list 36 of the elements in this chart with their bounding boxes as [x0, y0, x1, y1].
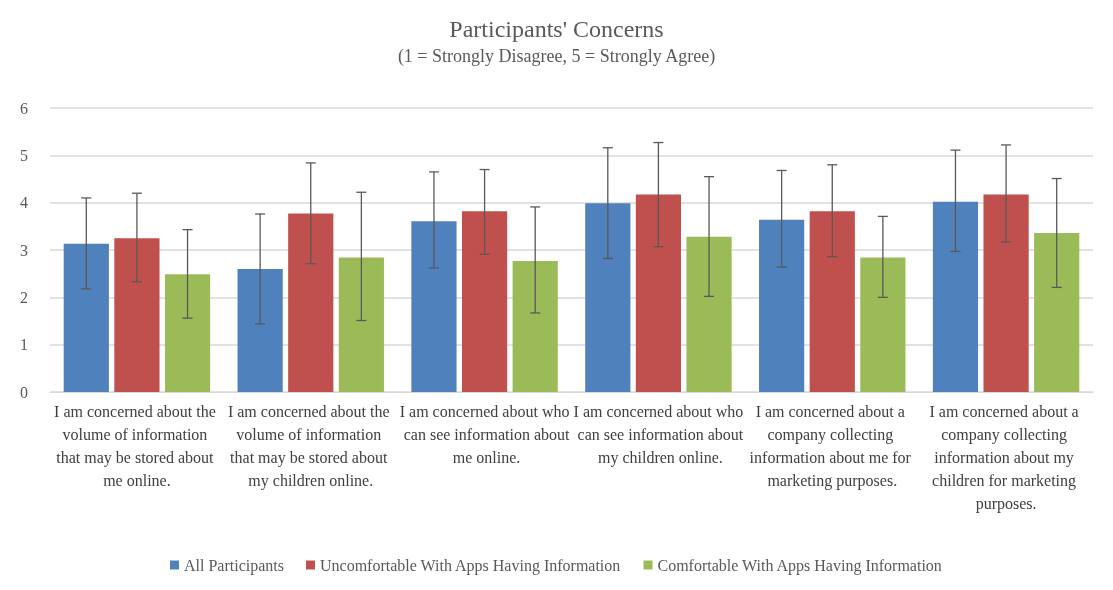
y-tick-label: 6	[20, 99, 28, 117]
bar	[461, 211, 508, 392]
bar	[411, 221, 457, 392]
y-tick-label: 0	[20, 383, 28, 401]
bar	[686, 236, 732, 392]
bar	[860, 257, 906, 392]
bar	[164, 274, 211, 392]
bar	[512, 260, 558, 392]
bar	[983, 194, 1029, 392]
bar	[585, 203, 631, 392]
legend-label: All Participants	[183, 556, 284, 575]
chart-subtitle: (1 = Strongly Disagree, 5 = Strongly Agree)	[397, 46, 716, 67]
y-tick-label: 1	[20, 336, 28, 354]
bar	[759, 219, 805, 392]
x-tick-label: I am concerned about a company collecting information about me for marketing purposes.	[749, 403, 915, 490]
bar	[635, 194, 682, 392]
legend-label: Comfortable With Apps Having Information	[657, 556, 942, 575]
bar	[809, 211, 855, 392]
bar	[338, 257, 384, 392]
x-tick-label: I am concerned about who can see information about me online.	[399, 403, 570, 466]
bar	[114, 238, 160, 392]
y-tick-label: 2	[20, 288, 28, 306]
x-tick-label: I am concerned about the volume of information that may be stored about me online.	[54, 403, 220, 489]
bar	[932, 201, 979, 392]
bar	[237, 268, 283, 392]
legend-label: Uncomfortable With Apps Having Information	[319, 556, 621, 575]
y-tick-label: 3	[20, 241, 28, 259]
x-tick-label: I am concerned about the volume of information that may be stored about my children online.	[227, 403, 394, 490]
y-tick-label: 5	[20, 146, 28, 164]
x-tick-label: I am concerned about who can see information about my children online.	[573, 403, 744, 467]
x-tick-label: I am concerned about a company collecting information about my children for marketing purposes.	[929, 403, 1083, 513]
chart-title: Participants' Concerns	[449, 16, 664, 42]
bar	[1034, 232, 1080, 392]
bar	[288, 213, 334, 392]
y-tick-label: 4	[20, 194, 28, 212]
bar	[63, 243, 109, 392]
